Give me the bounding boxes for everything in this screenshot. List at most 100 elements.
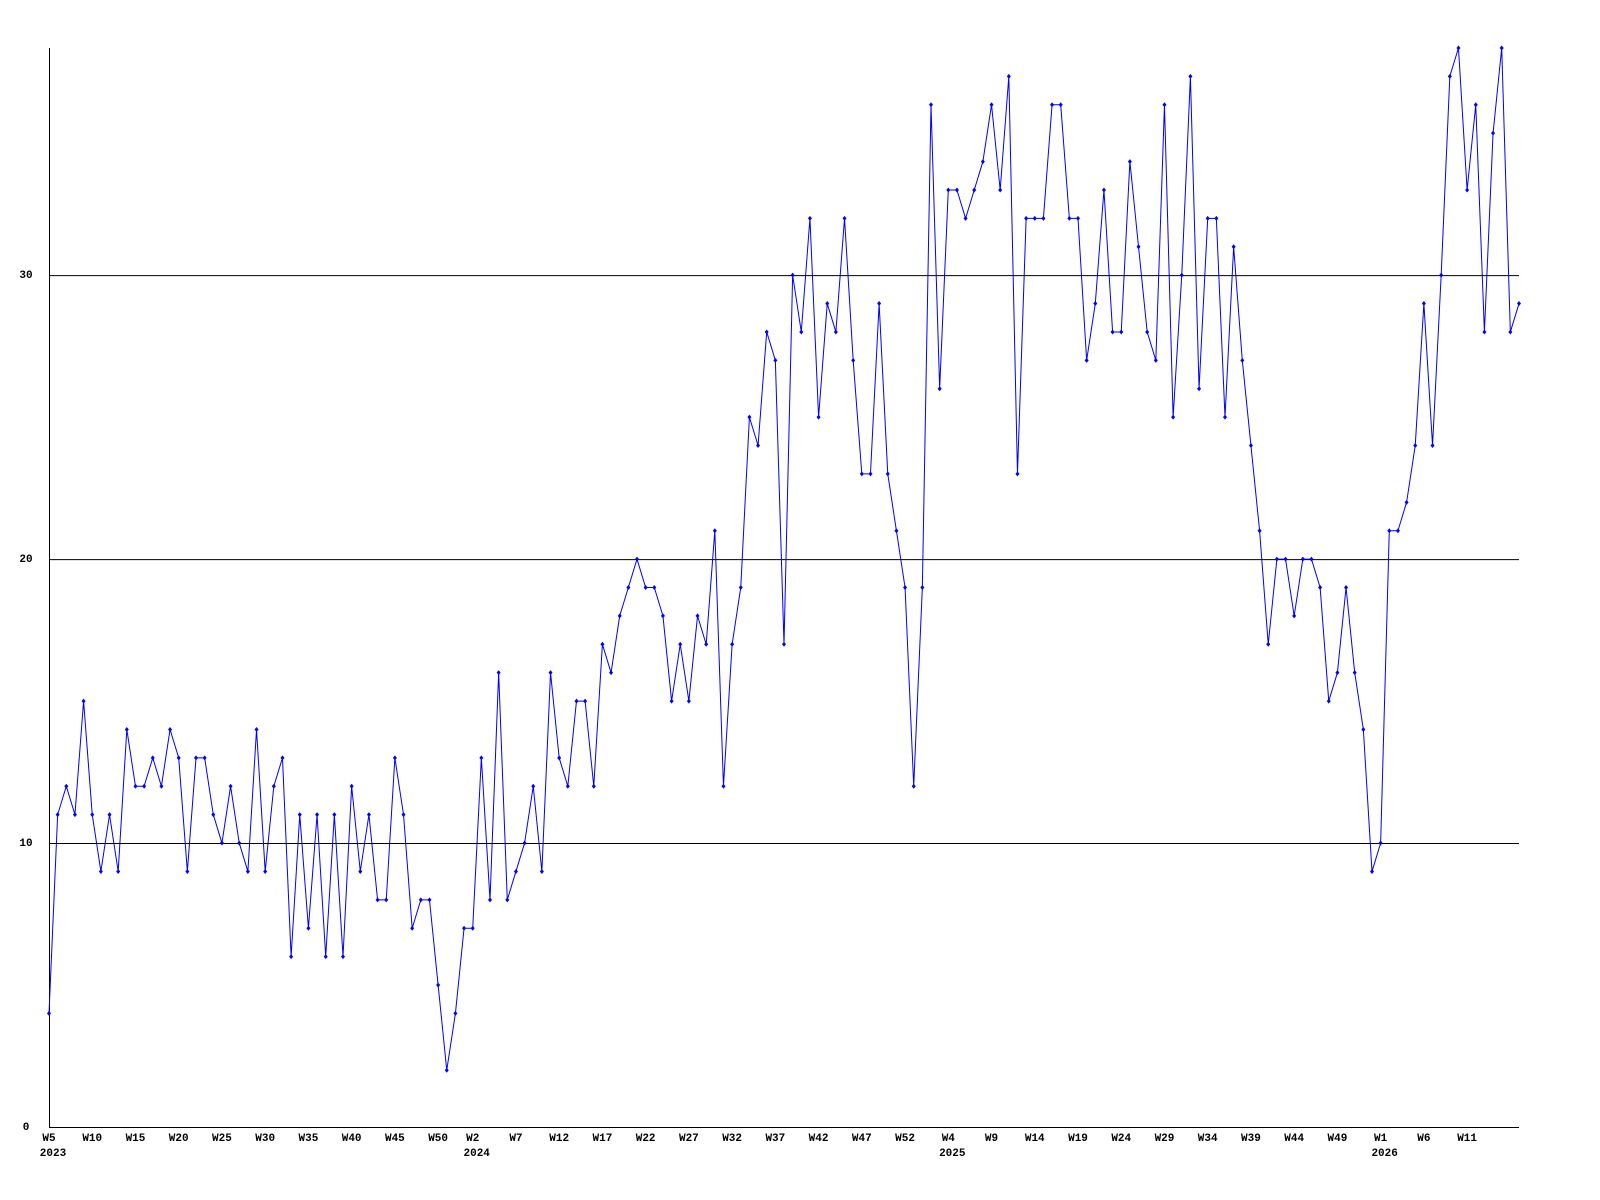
x-tick-label: W10: [82, 1133, 102, 1145]
data-point: [825, 301, 830, 307]
data-point: [496, 670, 501, 676]
data-point: [946, 187, 951, 193]
data-point: [211, 812, 216, 818]
data-point: [90, 812, 95, 818]
data-point: [522, 840, 527, 846]
data-point: [738, 585, 743, 590]
data-point: [1127, 159, 1132, 165]
data-point: [263, 868, 268, 874]
data-point: [47, 1010, 51, 1016]
data-point: [583, 698, 588, 704]
data-point: [513, 868, 518, 874]
data-point: [280, 755, 285, 761]
data-point: [859, 471, 864, 477]
data-point: [194, 755, 198, 761]
y-tick-label: 30: [19, 270, 32, 282]
data-point: [1153, 357, 1158, 363]
data-point: [124, 726, 129, 732]
data-point: [747, 414, 752, 420]
data-point: [1050, 102, 1055, 108]
data-point: [539, 868, 544, 874]
x-tick-label: W42: [809, 1133, 829, 1145]
data-point: [55, 812, 60, 818]
data-point: [315, 812, 320, 818]
data-point: [202, 755, 207, 761]
data-point: [341, 954, 345, 960]
data-point: [159, 783, 164, 789]
x-tick-label: W4: [942, 1133, 956, 1145]
data-point: [686, 698, 691, 704]
data-point: [678, 641, 683, 647]
data-point: [1335, 670, 1340, 676]
data-point: [790, 272, 795, 278]
data-point: [64, 783, 69, 789]
data-point: [635, 556, 639, 562]
data-point: [1119, 329, 1124, 335]
x-tick-label: W50: [428, 1133, 448, 1145]
data-point: [1352, 670, 1357, 676]
data-point: [1067, 215, 1072, 221]
data-point: [107, 812, 112, 818]
data-point: [444, 1067, 449, 1073]
data-point: [565, 783, 570, 789]
year-label: 2024: [464, 1148, 491, 1160]
data-point: [1309, 556, 1314, 562]
data-point: [1465, 187, 1470, 193]
data-point: [937, 386, 942, 392]
data-point: [1491, 130, 1496, 136]
data-point: [358, 868, 363, 874]
data-point: [1145, 329, 1150, 335]
data-point: [168, 726, 173, 732]
data-point: [1361, 726, 1366, 732]
data-point: [1395, 528, 1400, 534]
data-point: [133, 783, 138, 789]
data-point: [98, 868, 103, 874]
data-point: [176, 755, 181, 761]
data-point: [1439, 272, 1444, 278]
data-point: [1318, 585, 1323, 590]
data-point: [1456, 45, 1461, 51]
data-point: [574, 698, 579, 704]
data-point: [1344, 585, 1349, 590]
data-point: [1283, 556, 1288, 562]
data-point: [712, 528, 717, 534]
data-point: [626, 585, 631, 590]
data-point: [1171, 414, 1176, 420]
data-point: [116, 868, 121, 874]
data-point: [894, 528, 899, 534]
data-point: [401, 812, 406, 818]
data-point: [807, 215, 812, 221]
data-point: [1093, 301, 1098, 307]
data-point: [1266, 641, 1271, 647]
data-point: [219, 840, 224, 846]
data-point: [436, 982, 441, 988]
data-point: [72, 812, 77, 818]
data-point: [989, 102, 994, 108]
data-point: [1499, 45, 1504, 51]
data-point: [1447, 73, 1452, 79]
data-point: [1300, 556, 1305, 562]
y-tick-label: 10: [19, 838, 32, 850]
data-point: [557, 755, 562, 761]
x-tick-label: W40: [342, 1133, 362, 1145]
x-tick-label: W2: [466, 1133, 479, 1145]
data-point: [617, 613, 622, 619]
data-point: [1231, 244, 1236, 250]
data-point: [1032, 215, 1037, 221]
x-tick-label: W15: [126, 1133, 146, 1145]
year-label: 2026: [1371, 1148, 1397, 1160]
data-point: [392, 755, 397, 761]
data-point: [306, 925, 311, 931]
data-point: [1387, 528, 1392, 534]
data-point: [868, 471, 873, 477]
data-point: [954, 187, 959, 193]
data-point: [1430, 443, 1435, 449]
data-point: [271, 783, 276, 789]
x-tick-label: W35: [299, 1133, 319, 1145]
x-tick-label: W37: [765, 1133, 785, 1145]
data-point: [980, 159, 985, 165]
data-point: [1421, 301, 1426, 307]
data-point: [150, 755, 155, 761]
data-point: [652, 585, 657, 590]
data-point: [479, 755, 484, 761]
